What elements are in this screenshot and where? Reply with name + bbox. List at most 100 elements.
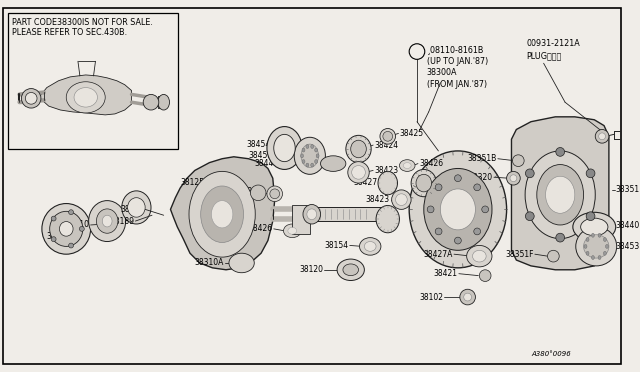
Ellipse shape [598,233,601,237]
Text: 38427A: 38427A [424,250,453,259]
Text: 38100: 38100 [342,213,366,222]
Circle shape [482,206,488,213]
Ellipse shape [351,140,366,158]
Circle shape [79,227,84,231]
Text: 38351B: 38351B [468,154,497,163]
Bar [310,208,388,221]
Circle shape [460,289,476,305]
Ellipse shape [102,215,112,227]
Ellipse shape [267,186,282,202]
Bar [8,13,179,149]
Ellipse shape [411,169,436,197]
Ellipse shape [301,144,319,167]
Ellipse shape [316,154,319,158]
Text: 38454: 38454 [246,140,271,148]
Ellipse shape [288,227,297,234]
Ellipse shape [392,190,411,209]
Ellipse shape [378,171,397,195]
Text: 38165: 38165 [216,186,239,195]
Text: ¸08110-8161B: ¸08110-8161B [427,45,484,54]
Text: 38125: 38125 [180,177,205,187]
Ellipse shape [537,164,584,225]
Text: PLEASE REFER TO SEC.430B.: PLEASE REFER TO SEC.430B. [12,28,127,36]
Ellipse shape [311,145,314,148]
Ellipse shape [376,205,399,233]
Ellipse shape [586,238,589,241]
Ellipse shape [301,154,303,158]
Ellipse shape [97,209,118,233]
Ellipse shape [424,169,492,250]
Text: 38426: 38426 [249,224,273,233]
Ellipse shape [89,201,125,241]
Text: 38425: 38425 [233,187,257,196]
Text: 38440: 38440 [254,159,278,168]
Text: 38320: 38320 [469,173,493,182]
Circle shape [595,129,609,143]
Ellipse shape [545,176,575,213]
Text: 38189: 38189 [111,217,134,225]
Text: 38427: 38427 [354,177,378,187]
Text: 38154: 38154 [324,241,349,250]
Circle shape [556,233,564,242]
Ellipse shape [403,163,411,169]
Text: 38453: 38453 [616,242,640,251]
Circle shape [26,93,37,104]
Ellipse shape [337,259,364,280]
Ellipse shape [580,218,608,236]
Text: 00931-2121A: 00931-2121A [526,39,580,48]
Ellipse shape [67,82,105,113]
Text: 38351F: 38351F [506,250,534,259]
Ellipse shape [348,162,369,183]
Circle shape [556,148,564,156]
Ellipse shape [294,137,325,174]
Circle shape [507,171,520,185]
Ellipse shape [229,253,254,273]
Ellipse shape [211,201,233,228]
Ellipse shape [60,222,73,236]
Text: 38140: 38140 [120,205,144,214]
Text: 38426: 38426 [419,159,443,168]
Text: 38210: 38210 [66,221,90,230]
Ellipse shape [201,186,244,243]
Ellipse shape [440,189,476,230]
Ellipse shape [591,233,595,237]
Text: 38424: 38424 [374,141,398,150]
Circle shape [464,293,472,301]
Ellipse shape [467,246,492,267]
Text: 38210A: 38210A [47,232,76,241]
Circle shape [479,270,491,282]
Ellipse shape [380,128,396,144]
Text: (FROM JAN.'87): (FROM JAN.'87) [427,80,487,89]
Ellipse shape [576,227,617,266]
Circle shape [250,185,266,201]
Ellipse shape [573,212,616,241]
Ellipse shape [315,148,317,152]
Ellipse shape [311,163,314,167]
Circle shape [474,228,481,235]
Circle shape [598,133,605,140]
Circle shape [409,44,425,60]
Ellipse shape [274,134,295,162]
Ellipse shape [525,151,595,238]
Ellipse shape [346,135,371,163]
Circle shape [435,228,442,235]
Circle shape [68,210,74,215]
Ellipse shape [50,211,83,246]
Ellipse shape [302,160,305,163]
Ellipse shape [399,160,415,171]
Ellipse shape [189,171,255,257]
Text: 38310A: 38310A [195,259,224,267]
Ellipse shape [307,209,317,219]
Circle shape [21,89,41,108]
Circle shape [454,175,461,182]
Circle shape [510,175,517,182]
Ellipse shape [598,256,601,259]
Text: 38300A: 38300A [427,68,457,77]
Text: 38425: 38425 [399,129,424,138]
Ellipse shape [472,250,486,262]
Ellipse shape [584,235,609,258]
Ellipse shape [591,256,595,259]
Text: 38453: 38453 [248,151,273,160]
Ellipse shape [343,264,358,276]
Circle shape [51,237,56,241]
